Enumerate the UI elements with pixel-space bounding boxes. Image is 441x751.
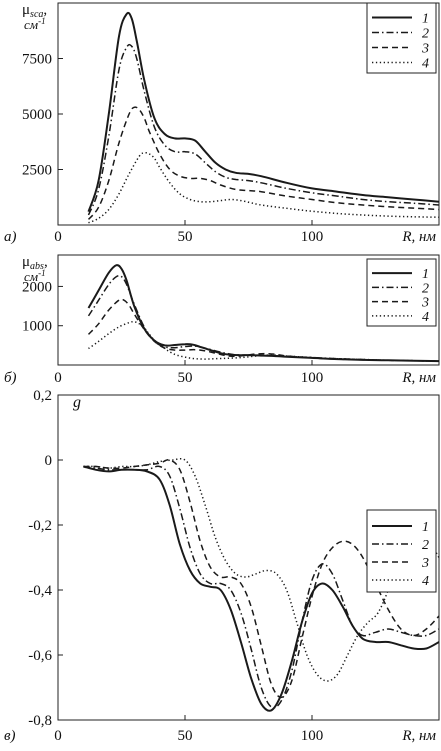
legend-label-3: 3 <box>421 42 429 57</box>
series-line-3 <box>87 106 439 220</box>
legend-label-2: 2 <box>422 281 429 296</box>
y-tick-label: -0,8 <box>28 713 52 729</box>
y-axis-unit-exponent: -1 <box>38 16 46 26</box>
series-line-4 <box>88 320 439 362</box>
y-axis-label: μabs, <box>22 254 48 272</box>
plot-frame <box>57 394 440 721</box>
y-axis-unit-text: см <box>24 269 38 284</box>
y-tick-label: -0,2 <box>28 518 52 534</box>
y-axis-label-subscript: sca <box>30 9 43 20</box>
plot-frame <box>57 254 440 366</box>
x-axis-label: R, нм <box>401 229 436 245</box>
legend-label-3: 3 <box>421 556 429 571</box>
y-tick-label: 1000 <box>22 319 52 335</box>
y-tick-label: 0,2 <box>33 388 52 404</box>
legend-label-4: 4 <box>422 310 429 325</box>
x-tick-label: 0 <box>54 728 62 744</box>
legend-box <box>366 2 437 74</box>
y-axis-unit-exponent: -1 <box>38 268 46 278</box>
series-line-1 <box>87 11 439 213</box>
y-axis-unit: см-1 <box>24 268 46 284</box>
x-tick-label: 50 <box>178 728 193 744</box>
y-axis-label-symbol: μ <box>22 2 30 18</box>
y-axis-label: μsca, <box>22 2 47 20</box>
legend-label-2: 2 <box>422 538 429 553</box>
y-axis-label-comma: , <box>43 2 47 18</box>
x-tick-label: 0 <box>54 229 62 245</box>
x-tick-label: 100 <box>301 229 324 245</box>
y-tick-label: 5000 <box>22 107 52 123</box>
x-tick-label: 50 <box>178 370 193 386</box>
panel-label: в) <box>4 728 16 744</box>
y-tick-label: 0 <box>45 453 53 469</box>
x-tick-label: 0 <box>54 370 62 386</box>
y-tick-label: 7500 <box>22 52 52 68</box>
y-tick-label: 2500 <box>22 163 52 179</box>
panel-label: б) <box>4 370 17 386</box>
legend-box <box>366 509 437 593</box>
legend-label-4: 4 <box>422 57 429 72</box>
legend-label-2: 2 <box>422 27 429 42</box>
legend-label-4: 4 <box>422 574 429 589</box>
y-tick-label: -0,4 <box>28 583 52 599</box>
x-axis-label: R, нм <box>401 370 436 386</box>
x-tick-label: 50 <box>178 229 193 245</box>
y-axis-unit-text: см <box>24 17 38 32</box>
y-tick-label: -0,6 <box>28 648 52 664</box>
legend-label-1: 1 <box>422 12 429 27</box>
legend-label-1: 1 <box>422 267 429 282</box>
x-tick-label: 100 <box>301 728 324 744</box>
series-line-2 <box>87 43 439 216</box>
legend: 1 2 3 4 <box>366 509 437 593</box>
x-axis-label: R, нм <box>401 728 436 744</box>
x-tick-label: 100 <box>301 370 324 386</box>
y-tick-label: 2000 <box>22 279 52 295</box>
panel-label: а) <box>4 229 17 245</box>
y-axis-unit: см-1 <box>24 16 46 32</box>
legend-box <box>366 258 437 327</box>
series-line-3 <box>87 298 439 362</box>
legend-label-1: 1 <box>422 520 429 535</box>
y-axis-label: g <box>73 394 81 411</box>
y-axis-label-comma: , <box>44 254 48 270</box>
series-line-4 <box>83 457 439 682</box>
y-axis-label-symbol: μ <box>22 254 30 270</box>
legend-label-3: 3 <box>421 296 429 311</box>
series-line-1 <box>83 465 439 712</box>
series-line-4 <box>88 151 439 224</box>
y-axis-label-subscript: abs <box>30 261 44 272</box>
